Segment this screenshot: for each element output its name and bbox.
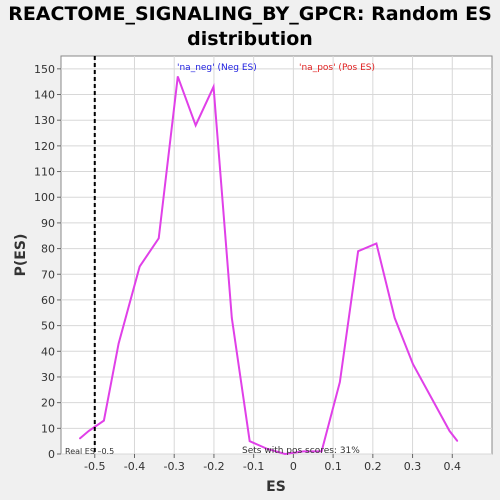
grid-lines — [61, 56, 492, 455]
y-tick-label: 70 — [41, 268, 55, 281]
y-tick-label: 50 — [41, 320, 55, 333]
x-tick-label: 0.1 — [324, 460, 342, 473]
data-point — [212, 86, 215, 88]
y-tick-label: 40 — [41, 345, 55, 358]
data-point — [79, 437, 81, 440]
data-point — [357, 250, 359, 252]
data-point — [320, 450, 323, 453]
y-tick-label: 110 — [34, 166, 55, 179]
data-point — [375, 242, 378, 245]
y-tick-label: 80 — [41, 243, 55, 256]
axes: -0.5 -0.4 -0.3 -0.2 -0.1 0 0.1 0.2 0.3 0.4 0 10 20 30… — [34, 63, 461, 473]
data-point — [139, 265, 141, 268]
y-tick-label: 120 — [34, 140, 55, 153]
footnote-pos-scores: Sets with pos scores: 31% — [242, 446, 360, 456]
data-point — [117, 342, 120, 345]
plot-area — [60, 55, 493, 455]
y-tick-label: 60 — [41, 294, 55, 307]
x-tick-label: -0.5 — [84, 460, 105, 473]
data-point — [103, 420, 105, 422]
y-axis-label: P(ES) — [13, 234, 29, 277]
legend-entry-pos: 'na_pos' (Pos ES) — [299, 63, 375, 73]
x-tick-label: 0.3 — [404, 460, 422, 473]
data-point — [448, 430, 451, 432]
x-tick-label: -0.4 — [124, 460, 145, 473]
real-es-label: Real ES –0.5 — [65, 447, 114, 456]
data-point — [231, 317, 233, 319]
data-point — [339, 381, 341, 383]
chart-title-line-2: distribution — [187, 28, 313, 50]
x-tick-label: -0.1 — [243, 460, 264, 473]
data-point — [88, 430, 90, 432]
series-layer — [79, 75, 459, 456]
y-tick-label: 150 — [34, 63, 55, 76]
y-tick-label: 140 — [34, 89, 55, 102]
x-axis-label: ES — [266, 479, 286, 495]
y-tick-label: 10 — [41, 422, 55, 435]
data-point — [158, 237, 160, 239]
x-tick-label: 0 — [290, 460, 297, 473]
x-tick-label: 0.4 — [444, 460, 462, 473]
y-tick-label: 100 — [34, 191, 55, 204]
data-point — [177, 75, 179, 78]
data-point — [412, 363, 414, 365]
y-tick-label: 0 — [48, 448, 55, 461]
data-point — [394, 317, 396, 319]
data-point — [284, 453, 286, 455]
y-tick-label: 30 — [41, 371, 55, 384]
data-point — [456, 440, 459, 442]
data-point — [195, 124, 197, 126]
legend-entry-neg: 'na_neg' (Neg ES) — [177, 63, 257, 73]
y-tick-label: 20 — [41, 397, 55, 410]
x-tick-label: -0.3 — [163, 460, 184, 473]
data-point — [430, 396, 432, 399]
chart-title: REACTOME_SIGNALING_BY_GPCR: Random ES di… — [0, 2, 500, 52]
data-point — [302, 450, 304, 453]
x-tick-label: 0.2 — [364, 460, 382, 473]
data-point — [249, 440, 251, 442]
x-tick-label: -0.2 — [203, 460, 224, 473]
y-tick-label: 90 — [41, 217, 55, 230]
y-tick-label: 130 — [34, 114, 55, 127]
data-point — [266, 448, 268, 450]
chart-title-line-1: REACTOME_SIGNALING_BY_GPCR: Random ES — [8, 3, 492, 25]
